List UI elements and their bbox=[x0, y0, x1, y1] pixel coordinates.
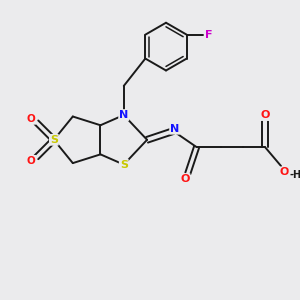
Text: O: O bbox=[27, 114, 35, 124]
Text: O: O bbox=[260, 110, 270, 120]
Text: F: F bbox=[206, 30, 213, 40]
Text: -H: -H bbox=[290, 170, 300, 180]
Text: O: O bbox=[279, 167, 289, 177]
Text: O: O bbox=[180, 174, 190, 184]
Text: S: S bbox=[120, 160, 128, 170]
Text: O: O bbox=[27, 156, 35, 166]
Text: N: N bbox=[170, 124, 179, 134]
Text: N: N bbox=[119, 110, 128, 120]
Text: S: S bbox=[50, 135, 58, 145]
